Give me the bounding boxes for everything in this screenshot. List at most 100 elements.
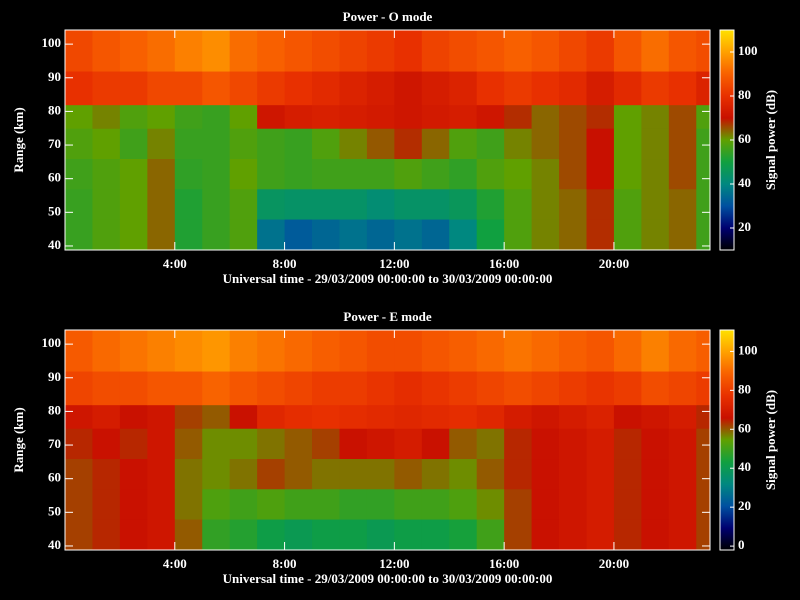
heatmap-cell xyxy=(229,371,258,406)
heatmap-cell xyxy=(339,219,368,251)
heatmap-cell xyxy=(147,519,176,551)
heatmap-cell xyxy=(559,404,587,429)
heatmap-cell xyxy=(174,104,203,129)
heatmap-cell xyxy=(119,219,148,251)
heatmap-cell xyxy=(421,104,450,129)
heatmap-cell xyxy=(284,458,313,490)
heatmap-cell xyxy=(257,219,286,251)
heatmap-cell xyxy=(696,71,711,106)
heatmap-cell xyxy=(613,330,642,372)
heatmap-cell xyxy=(339,330,368,372)
heatmap-cell xyxy=(668,188,697,220)
heatmap-cell xyxy=(312,30,340,72)
heatmap-cell xyxy=(257,128,286,160)
heatmap-cell xyxy=(92,104,121,129)
heatmap-cell xyxy=(668,519,697,551)
heatmap-cell xyxy=(449,371,478,406)
heatmap-cell xyxy=(668,30,697,72)
heatmap-cell xyxy=(312,104,340,129)
x-tick-label: 8:00 xyxy=(273,556,297,571)
heatmap-cell xyxy=(421,30,450,72)
heatmap-cell xyxy=(394,458,423,490)
x-tick-label: 4:00 xyxy=(163,556,187,571)
heatmap-cell xyxy=(504,71,533,106)
heatmap-cell xyxy=(613,519,642,551)
heatmap-cell xyxy=(284,488,313,520)
y-tick-label: 90 xyxy=(48,69,61,84)
heatmap-cell xyxy=(613,128,642,160)
heatmap-cell xyxy=(613,188,642,220)
heatmap-cell xyxy=(641,128,670,160)
y-tick-label: 90 xyxy=(48,369,61,384)
heatmap-cell xyxy=(119,404,148,429)
heatmap-cell xyxy=(476,458,505,490)
heatmap-cell xyxy=(119,519,148,551)
heatmap-cell xyxy=(476,371,505,406)
heatmap-cell xyxy=(586,158,615,190)
heatmap-cell xyxy=(641,330,670,372)
colorbar-tick-label: 40 xyxy=(738,459,751,474)
heatmap-cell xyxy=(284,219,313,251)
heatmap-cell xyxy=(339,158,368,190)
heatmap-cell xyxy=(65,128,93,160)
heatmap-cell xyxy=(421,519,450,551)
heatmap-cell xyxy=(147,404,176,429)
heatmap-cell xyxy=(366,30,395,72)
heatmap-cell xyxy=(65,30,93,72)
heatmap-cell xyxy=(92,371,121,406)
heatmap-cell xyxy=(641,404,670,429)
heatmap-cell xyxy=(312,71,340,106)
heatmap-cell xyxy=(559,330,587,372)
heatmap-cell xyxy=(394,104,423,129)
heatmap-cell xyxy=(531,104,560,129)
heatmap-cell xyxy=(476,188,505,220)
heatmap-cell xyxy=(586,330,615,372)
heatmap-cell xyxy=(613,488,642,520)
heatmap-cell xyxy=(147,104,176,129)
heatmap-cell xyxy=(421,330,450,372)
heatmap-cell xyxy=(284,404,313,429)
heatmap-cell xyxy=(531,488,560,520)
heatmap-cell xyxy=(394,30,423,72)
heatmap-cell xyxy=(668,488,697,520)
heatmap-cell xyxy=(531,371,560,406)
y-tick-label: 40 xyxy=(48,237,61,252)
heatmap-cell xyxy=(586,128,615,160)
heatmap-cell xyxy=(394,404,423,429)
heatmap-cell xyxy=(366,128,395,160)
heatmap-cell xyxy=(586,458,615,490)
y-tick-label: 80 xyxy=(48,402,61,417)
heatmap-cell xyxy=(229,519,258,551)
heatmap-cell xyxy=(641,371,670,406)
heatmap-cell xyxy=(119,488,148,520)
heatmap-cell xyxy=(257,188,286,220)
heatmap-cell xyxy=(421,128,450,160)
heatmap-cell xyxy=(504,30,533,72)
heatmap-cell xyxy=(202,488,231,520)
heatmap-cell xyxy=(202,404,231,429)
heatmap-cell xyxy=(229,458,258,490)
heatmap-cell xyxy=(476,330,505,372)
heatmap-cell xyxy=(641,488,670,520)
heatmap-cell xyxy=(421,158,450,190)
heatmap-cell xyxy=(504,128,533,160)
heatmap-cell xyxy=(174,71,203,106)
heatmap-cell xyxy=(586,519,615,551)
heatmap-cell xyxy=(559,104,587,129)
heatmap-cell xyxy=(559,158,587,190)
heatmap-cell xyxy=(257,519,286,551)
colorbar xyxy=(719,329,735,551)
heatmap-cell xyxy=(531,188,560,220)
heatmap-cell xyxy=(339,104,368,129)
heatmap-cell xyxy=(504,371,533,406)
heatmap-cell xyxy=(394,158,423,190)
heatmap-cell xyxy=(641,104,670,129)
heatmap-cell xyxy=(65,519,93,551)
heatmap-cell xyxy=(257,104,286,129)
heatmap-cell xyxy=(476,428,505,460)
heatmap-cell xyxy=(476,219,505,251)
heatmap-cell xyxy=(449,428,478,460)
heatmap-cell xyxy=(174,330,203,372)
heatmap-cell xyxy=(613,404,642,429)
heatmap-cell xyxy=(202,219,231,251)
